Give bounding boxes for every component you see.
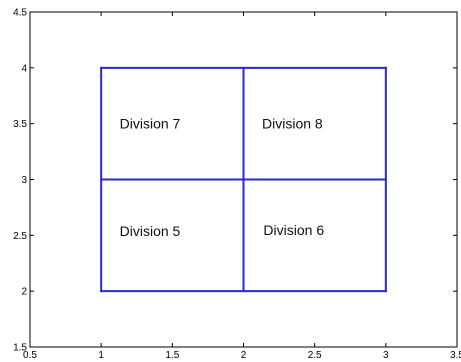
division-label: Division 5: [120, 223, 181, 239]
y-tick-label: 2.5: [13, 231, 27, 242]
x-tick-label: 2.5: [308, 350, 322, 361]
division-label: Division 7: [120, 116, 181, 132]
x-tick-label: 2: [241, 350, 247, 361]
x-tick-label: 1.5: [165, 350, 179, 361]
y-tick-label: 3.5: [13, 119, 27, 130]
division-grid-lines: [100, 66, 387, 293]
y-tick-label: 4: [21, 63, 27, 74]
x-tick-label: 0.5: [23, 350, 37, 361]
x-tick-label: 1: [98, 350, 104, 361]
division-label: Division 6: [263, 222, 324, 238]
y-tick-label: 3: [21, 175, 27, 186]
x-tick-label: 3.5: [450, 350, 461, 361]
y-tick-label: 2: [21, 287, 27, 298]
y-tick-label: 1.5: [13, 343, 27, 354]
y-tick-label: 4.5: [13, 8, 27, 19]
division-labels: Division 7 Division 8 Division 5 Division 6: [120, 116, 325, 239]
division-label: Division 8: [262, 116, 323, 132]
axis-ticks: 0.5 1 1.5 2 2.5 3 3.5 1.5 2 2.5 3 3.5 4 4.5: [13, 8, 461, 362]
x-tick-label: 3: [383, 350, 389, 361]
